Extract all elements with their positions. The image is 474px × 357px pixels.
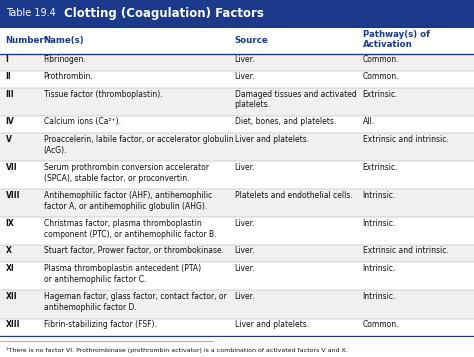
Text: Common.: Common. <box>363 55 399 64</box>
Text: Fibrin-stabilizing factor (FSF).: Fibrin-stabilizing factor (FSF). <box>44 320 156 329</box>
Text: Liver.: Liver. <box>235 264 255 273</box>
Text: Pathway(s) of
Activation: Pathway(s) of Activation <box>363 30 429 49</box>
Text: Number*: Number* <box>6 36 49 45</box>
Text: II: II <box>6 72 11 81</box>
Text: VIII: VIII <box>6 191 20 200</box>
Text: XI: XI <box>6 264 14 273</box>
Text: Name(s): Name(s) <box>44 36 84 45</box>
Text: VII: VII <box>6 163 18 172</box>
Bar <box>0 116 474 133</box>
Text: Extrinsic and intrinsic.: Extrinsic and intrinsic. <box>363 135 448 144</box>
Text: Common.: Common. <box>363 72 399 81</box>
Text: Damaged tissues and activated
platelets.: Damaged tissues and activated platelets. <box>235 90 356 109</box>
Text: IV: IV <box>6 117 14 126</box>
Text: Stuart factor, Prower factor, or thrombokinase.: Stuart factor, Prower factor, or thrombo… <box>44 246 224 256</box>
Bar <box>0 189 474 217</box>
Text: Liver.: Liver. <box>235 55 255 64</box>
Text: Clotting (Coagulation) Factors: Clotting (Coagulation) Factors <box>64 7 264 20</box>
Text: Intrinsic.: Intrinsic. <box>363 219 396 228</box>
Bar <box>0 245 474 262</box>
Text: Extrinsic.: Extrinsic. <box>363 90 398 99</box>
Text: Intrinsic.: Intrinsic. <box>363 191 396 200</box>
Text: XII: XII <box>6 292 18 301</box>
Text: Serum prothrombin conversion accelerator
(SPCA), stable factor, or proconvertin.: Serum prothrombin conversion accelerator… <box>44 163 209 183</box>
Bar <box>0 133 474 161</box>
Text: Calcium ions (Ca²⁺).: Calcium ions (Ca²⁺). <box>44 117 120 126</box>
Text: Liver.: Liver. <box>235 72 255 81</box>
Text: Source: Source <box>235 36 268 45</box>
Bar <box>0 318 474 336</box>
Text: Liver and platelets.: Liver and platelets. <box>235 320 309 329</box>
Text: Liver and platelets.: Liver and platelets. <box>235 135 309 144</box>
Text: Prothrombin.: Prothrombin. <box>44 72 93 81</box>
Text: Tissue factor (thromboplastin).: Tissue factor (thromboplastin). <box>44 90 162 99</box>
Bar <box>0 27 474 54</box>
Text: ¹There is no factor VI. Prothrombinase (prothrombin activator) is a combination : ¹There is no factor VI. Prothrombinase (… <box>6 347 347 353</box>
Text: Antihemophilic factor (AHF), antihemophilic
factor A, or antihemophilic globulin: Antihemophilic factor (AHF), antihemophi… <box>44 191 212 211</box>
Text: Table 19.4: Table 19.4 <box>6 8 55 19</box>
Bar <box>0 54 474 71</box>
Text: IX: IX <box>6 219 14 228</box>
Text: Liver.: Liver. <box>235 219 255 228</box>
Bar <box>0 262 474 291</box>
Text: X: X <box>6 246 11 256</box>
Bar <box>0 71 474 87</box>
Text: Liver.: Liver. <box>235 163 255 172</box>
Bar <box>0 87 474 116</box>
Text: Christmas factor, plasma thromboplastin
component (PTC), or antihemophilic facto: Christmas factor, plasma thromboplastin … <box>44 219 216 239</box>
Text: Extrinsic and intrinsic.: Extrinsic and intrinsic. <box>363 246 448 256</box>
Text: XIII: XIII <box>6 320 20 329</box>
Bar <box>0 217 474 245</box>
Bar <box>0 0 474 27</box>
Text: Liver.: Liver. <box>235 292 255 301</box>
Text: Liver.: Liver. <box>235 246 255 256</box>
Text: Plasma thromboplastin antecedent (PTA)
or antihemophilic factor C.: Plasma thromboplastin antecedent (PTA) o… <box>44 264 201 284</box>
Text: Common.: Common. <box>363 320 399 329</box>
Text: Diet, bones, and platelets.: Diet, bones, and platelets. <box>235 117 336 126</box>
Text: Fibrinogen.: Fibrinogen. <box>44 55 86 64</box>
Text: III: III <box>6 90 14 99</box>
Text: Proaccelerin, labile factor, or accelerator globulin
(AcG).: Proaccelerin, labile factor, or accelera… <box>44 135 233 155</box>
Text: Extrinsic.: Extrinsic. <box>363 163 398 172</box>
Text: I: I <box>6 55 9 64</box>
Bar <box>0 161 474 189</box>
Bar <box>0 291 474 318</box>
Text: Hageman factor, glass factor, contact factor, or
antihemophilic factor D.: Hageman factor, glass factor, contact fa… <box>44 292 227 312</box>
Text: V: V <box>6 135 11 144</box>
Text: All.: All. <box>363 117 375 126</box>
Text: Intrinsic.: Intrinsic. <box>363 292 396 301</box>
Text: Platelets and endothelial cells.: Platelets and endothelial cells. <box>235 191 352 200</box>
Text: Intrinsic.: Intrinsic. <box>363 264 396 273</box>
